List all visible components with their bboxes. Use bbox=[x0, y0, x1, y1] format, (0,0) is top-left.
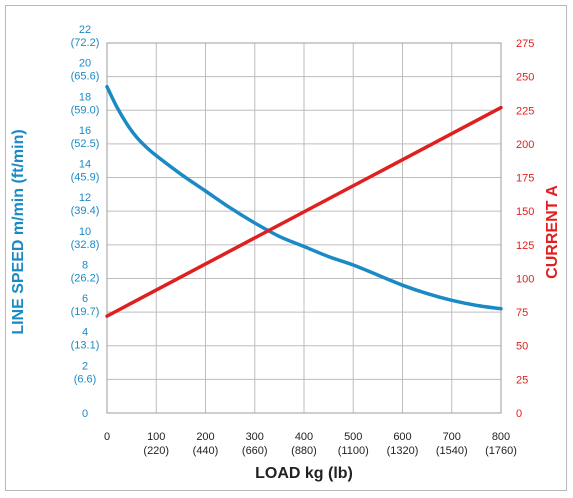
left-y-tick-sublabel: (13.1) bbox=[71, 340, 100, 352]
left-y-tick-label: 22 bbox=[79, 24, 91, 36]
x-axis-title: LOAD kg (lb) bbox=[255, 465, 353, 482]
left-y-tick-sublabel: (6.6) bbox=[74, 373, 97, 385]
x-tick-label: 0 bbox=[104, 431, 110, 443]
right-y-tick-label: 150 bbox=[516, 206, 534, 218]
grid bbox=[106, 42, 502, 414]
left-y-tick-label: 0 bbox=[82, 408, 88, 420]
x-tick-sublabel: (660) bbox=[242, 445, 268, 457]
right-y-axis-title: CURRENT A bbox=[544, 185, 561, 279]
right-y-tick-label: 100 bbox=[516, 273, 534, 285]
x-tick-label: 100 bbox=[147, 431, 165, 443]
left-y-tick-sublabel: (52.5) bbox=[71, 138, 100, 150]
current-series-line bbox=[105, 105, 503, 318]
left-y-tick-sublabel: (65.6) bbox=[71, 71, 100, 83]
right-y-tick-label: 125 bbox=[516, 240, 534, 252]
left-y-tick-label: 18 bbox=[79, 91, 91, 103]
right-y-tick-label: 0 bbox=[516, 408, 522, 420]
right-y-tick-label: 175 bbox=[516, 173, 534, 185]
x-tick-label: 300 bbox=[246, 431, 264, 443]
x-axis-ticks: 0 100 (220) 200 (440) 300 (660) 400 (880) 500 (110… bbox=[104, 431, 517, 457]
left-y-tick-sublabel: (32.8) bbox=[71, 239, 100, 251]
left-y-tick-sublabel: (19.7) bbox=[71, 306, 100, 318]
x-tick-label: 800 bbox=[492, 431, 510, 443]
right-y-tick-label: 75 bbox=[516, 307, 528, 319]
left-y-tick-sublabel: (39.4) bbox=[71, 205, 100, 217]
left-y-axis-ticks: 0 2(6.6) 4(13.1) 6(19.7) 8(26.2) 10(32.8) 12(3… bbox=[71, 24, 100, 420]
left-y-tick-label: 10 bbox=[79, 226, 91, 238]
x-tick-sublabel: (880) bbox=[291, 445, 317, 457]
left-y-tick-label: 16 bbox=[79, 125, 91, 137]
right-y-tick-label: 250 bbox=[516, 72, 534, 84]
left-y-tick-label: 14 bbox=[79, 159, 91, 171]
right-y-axis-ticks: 0 25 50 75 100 125 150 175 200 225 250 275 bbox=[516, 38, 534, 420]
right-y-tick-label: 200 bbox=[516, 139, 534, 151]
x-tick-sublabel: (1320) bbox=[387, 445, 419, 457]
x-tick-sublabel: (1540) bbox=[436, 445, 468, 457]
right-y-tick-label: 25 bbox=[516, 374, 528, 386]
left-y-tick-sublabel: (72.2) bbox=[71, 37, 100, 49]
x-tick-sublabel: (1100) bbox=[338, 445, 369, 457]
left-y-axis-title: LINE SPEED m/min (ft/min) bbox=[10, 129, 27, 334]
x-tick-sublabel: (440) bbox=[193, 445, 219, 457]
left-y-tick-label: 4 bbox=[82, 327, 88, 339]
left-y-tick-sublabel: (59.0) bbox=[71, 104, 100, 116]
x-tick-label: 700 bbox=[443, 431, 461, 443]
left-y-tick-sublabel: (26.2) bbox=[71, 272, 100, 284]
x-tick-sublabel: (1760) bbox=[485, 445, 517, 457]
x-tick-sublabel: (220) bbox=[143, 445, 169, 457]
x-tick-label: 200 bbox=[196, 431, 214, 443]
right-y-tick-label: 225 bbox=[516, 105, 534, 117]
left-y-tick-sublabel: (45.9) bbox=[71, 172, 100, 184]
x-tick-label: 500 bbox=[344, 431, 362, 443]
plot-area-border bbox=[106, 42, 502, 414]
series-layer bbox=[105, 84, 503, 318]
chart-frame bbox=[5, 5, 567, 491]
left-y-tick-label: 6 bbox=[82, 293, 88, 305]
left-y-tick-label: 8 bbox=[82, 259, 88, 271]
plot-border bbox=[106, 42, 502, 414]
left-y-tick-label: 2 bbox=[82, 360, 88, 372]
x-tick-label: 400 bbox=[295, 431, 313, 443]
left-y-tick-label: 12 bbox=[79, 192, 91, 204]
right-y-tick-label: 275 bbox=[516, 38, 534, 50]
x-tick-label: 600 bbox=[393, 431, 411, 443]
right-y-tick-label: 50 bbox=[516, 341, 528, 353]
left-y-tick-label: 20 bbox=[79, 58, 91, 70]
